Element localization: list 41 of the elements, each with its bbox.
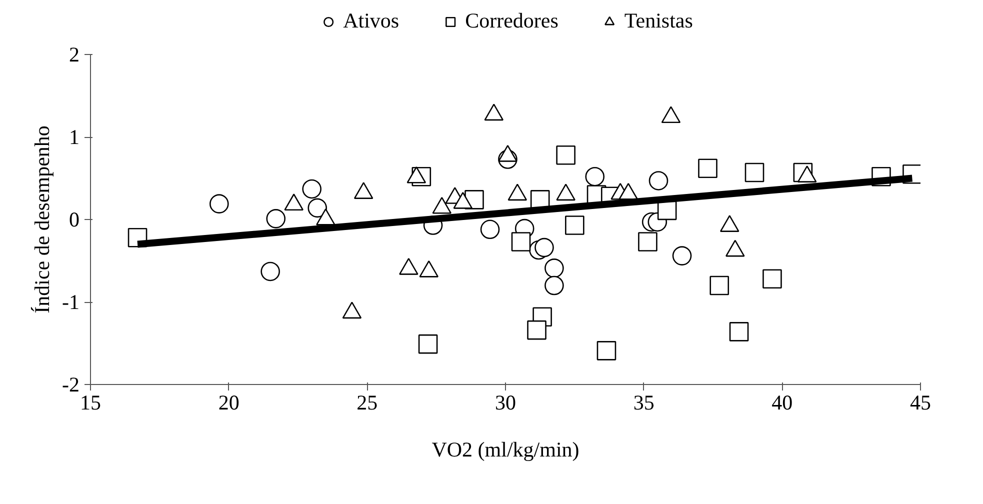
y-tick-label: -1 <box>62 290 80 314</box>
y-tick-label: 1 <box>69 125 80 149</box>
y-axis-title: Índice de desempenho <box>30 126 54 314</box>
x-axis-title: VO2 (ml/kg/min) <box>432 438 580 462</box>
y-tick-label: 2 <box>69 42 80 66</box>
point <box>729 322 749 342</box>
point <box>556 146 576 165</box>
point <box>418 334 438 354</box>
point <box>308 198 328 218</box>
x-tick-label: 15 <box>80 390 101 414</box>
x-tick-label: 25 <box>356 390 378 414</box>
point <box>266 209 286 228</box>
x-tick-label: 20 <box>218 390 240 414</box>
point <box>596 341 616 360</box>
legend-label: Corredores <box>465 8 558 34</box>
x-tick-label: 45 <box>910 390 931 414</box>
point <box>672 246 692 266</box>
point <box>698 158 718 178</box>
point <box>638 232 658 252</box>
point <box>585 166 605 186</box>
x-tick-label: 30 <box>495 390 516 414</box>
x-tick-label: 40 <box>772 390 793 414</box>
point <box>210 194 229 214</box>
legend-label: Tenistas <box>624 8 693 34</box>
point <box>565 216 584 235</box>
point <box>302 179 322 199</box>
point <box>527 320 546 340</box>
point <box>710 276 730 296</box>
legend-label: Ativos <box>343 8 400 34</box>
point <box>648 171 668 190</box>
point <box>480 220 500 240</box>
y-tick-label: 0 <box>69 208 80 232</box>
point <box>544 258 564 278</box>
point <box>260 262 280 282</box>
point <box>744 162 764 182</box>
x-tick-label: 35 <box>633 390 654 414</box>
point <box>534 238 554 258</box>
point <box>511 232 531 252</box>
point <box>544 276 564 296</box>
y-tick-label: -2 <box>62 372 80 396</box>
point <box>762 269 782 289</box>
